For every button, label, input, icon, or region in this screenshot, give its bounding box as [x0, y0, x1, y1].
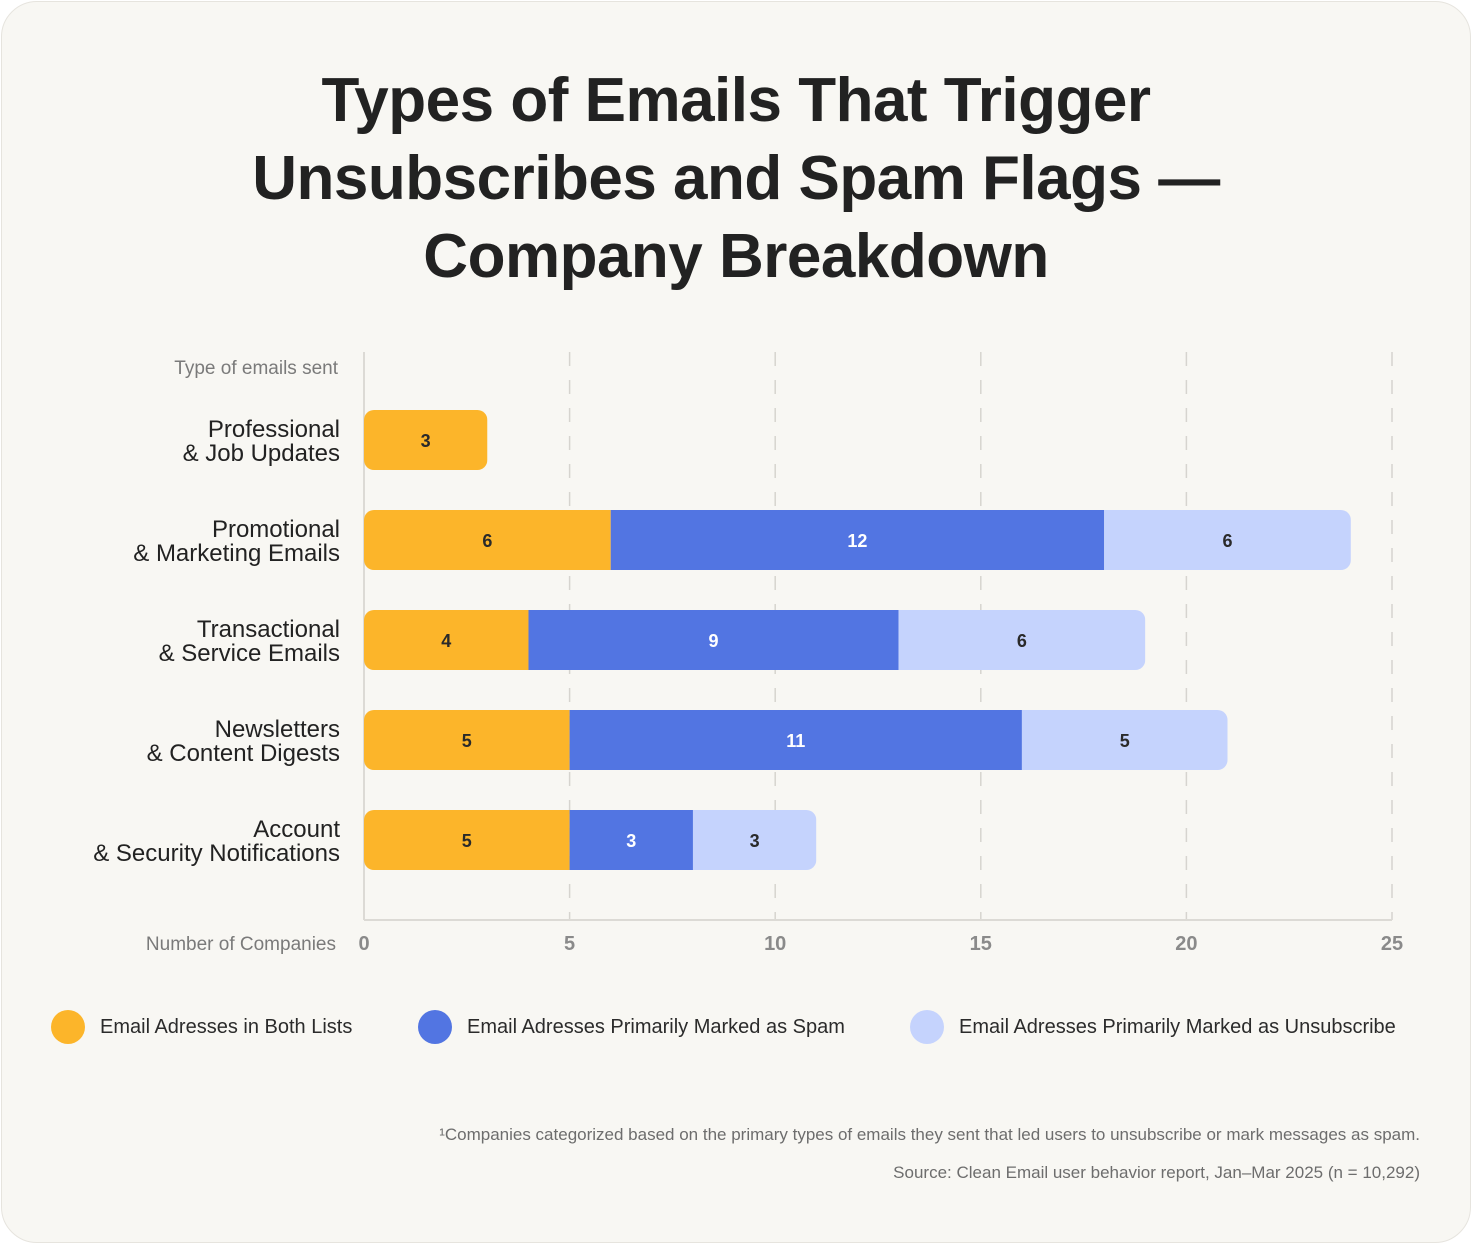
- x-tick-label: 5: [564, 933, 575, 955]
- x-tick-label: 10: [764, 933, 786, 955]
- legend-swatch: [418, 1010, 452, 1044]
- legend-label: Email Adresses in Both Lists: [100, 1015, 353, 1038]
- x-tick-label: 25: [1381, 933, 1403, 955]
- bar-value-label: 6: [482, 531, 492, 551]
- bar-value-label: 3: [750, 831, 760, 851]
- legend-label: Email Adresses Primarily Marked as Spam: [467, 1015, 845, 1038]
- footnote: ¹Companies categorized based on the prim…: [439, 1125, 1420, 1144]
- bar-value-label: 3: [421, 431, 431, 451]
- category-label: Newsletters: [215, 716, 340, 743]
- legend-item-both: Email Adresses in Both Lists: [51, 1010, 352, 1044]
- bar-value-label: 5: [462, 731, 472, 751]
- legend-item-spam: Email Adresses Primarily Marked as Spam: [418, 1010, 845, 1044]
- legend: Email Adresses in Both Lists Email Adres…: [0, 1010, 1472, 1050]
- title-line-2: Unsubscribes and Spam Flags —: [252, 144, 1220, 213]
- legend-item-unsubscribe: Email Adresses Primarily Marked as Unsub…: [910, 1010, 1396, 1044]
- bar-segment: [364, 410, 488, 470]
- legend-swatch: [910, 1010, 944, 1044]
- bar-value-label: 11: [786, 731, 805, 751]
- bar-value-label: 6: [1017, 631, 1027, 651]
- bar-segment: [1021, 710, 1228, 770]
- bar-value-label: 12: [847, 531, 867, 551]
- category-label: & Content Digests: [147, 740, 340, 767]
- bar-value-label: 9: [709, 631, 719, 651]
- title-line-3: Company Breakdown: [423, 222, 1049, 291]
- bar-segment: [569, 710, 1022, 770]
- legend-swatch: [51, 1010, 85, 1044]
- legend-label: Email Adresses Primarily Marked as Unsub…: [959, 1015, 1396, 1038]
- bar-chart: 0 5 10 15 20 25 Type of emails sent Number of C…: [93, 352, 1403, 955]
- bar-value-label: 3: [626, 831, 636, 851]
- category-label: Promotional: [212, 516, 340, 543]
- category-label: Account: [253, 816, 340, 843]
- bar-value-label: 6: [1223, 531, 1233, 551]
- bar-segment: [364, 610, 529, 670]
- category-label: Professional: [208, 416, 340, 443]
- category-label: & Service Emails: [159, 640, 340, 667]
- category-label: & Security Notifications: [93, 840, 340, 867]
- bar-segment: [364, 710, 570, 770]
- category-label: Transactional: [197, 616, 340, 643]
- bar-segment: [364, 510, 611, 570]
- bar-segment: [898, 610, 1146, 670]
- x-tick-label: 0: [358, 933, 369, 955]
- bar-segment: [692, 810, 817, 870]
- bar-segment: [1104, 510, 1351, 570]
- x-tick-label: 15: [970, 933, 992, 955]
- bar-segment: [364, 810, 570, 870]
- bar-value-label: 5: [1120, 731, 1130, 751]
- category-label: & Job Updates: [183, 440, 340, 467]
- bar-value-label: 4: [441, 631, 451, 651]
- title-line-1: Types of Emails That Trigger: [321, 66, 1151, 135]
- x-axis-title: Number of Companies: [146, 934, 336, 955]
- category-label: & Marketing Emails: [133, 540, 340, 567]
- y-axis-title: Type of emails sent: [174, 358, 338, 379]
- chart-title: Types of Emails That Trigger Unsubscribe…: [0, 62, 1472, 296]
- source-note: Source: Clean Email user behavior report…: [893, 1163, 1420, 1182]
- bar-segment: [569, 810, 693, 870]
- bar-segment: [610, 510, 1105, 570]
- x-tick-label: 20: [1175, 933, 1197, 955]
- bar-segment: [528, 610, 899, 670]
- bar-value-label: 5: [462, 831, 472, 851]
